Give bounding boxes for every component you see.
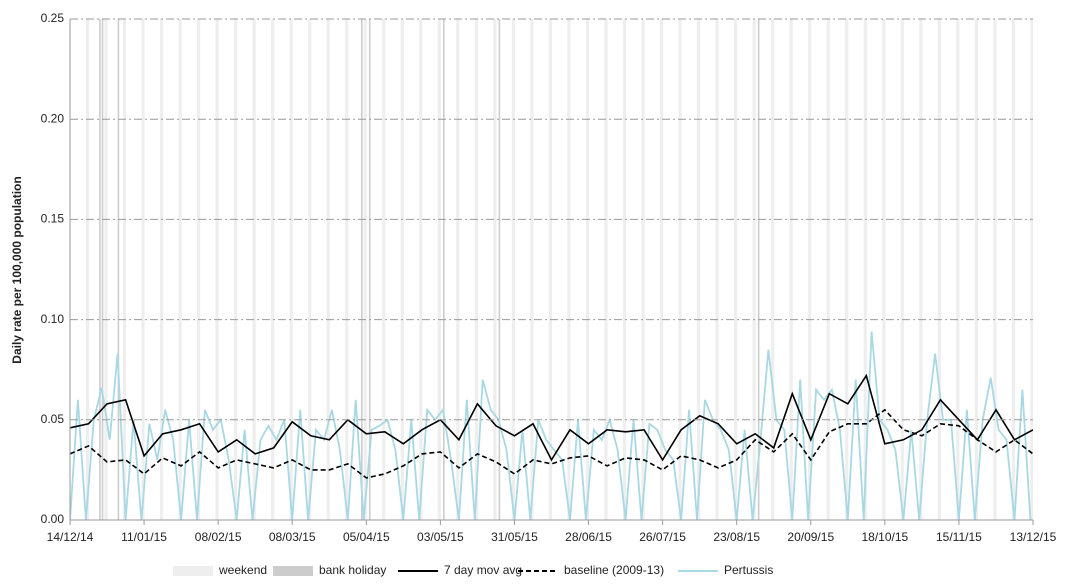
- x-tick-label: 14/12/14: [47, 530, 94, 544]
- weekend-band: [419, 19, 423, 520]
- x-tick-label: 31/05/15: [491, 530, 538, 544]
- weekend-band: [678, 19, 682, 520]
- weekend-band: [919, 19, 923, 520]
- holiday-band: [443, 19, 445, 520]
- x-tick-label: 18/10/15: [861, 530, 908, 544]
- series-line: [70, 331, 1032, 520]
- y-tick-label: 0.15: [41, 212, 65, 226]
- x-tick-label: 20/09/15: [787, 530, 834, 544]
- weekend-band: [622, 19, 627, 520]
- weekend-band: [900, 19, 904, 520]
- y-tick-label: 0.10: [41, 312, 65, 326]
- y-tick-label: 0.00: [41, 512, 65, 526]
- weekend-band: [826, 19, 830, 520]
- x-tick-label: 08/02/15: [195, 530, 242, 544]
- weekend-band: [493, 19, 497, 520]
- weekend-band: [289, 19, 293, 520]
- weekend-band: [437, 19, 441, 520]
- weekend-band: [85, 19, 90, 520]
- x-tick-label: 23/08/15: [713, 530, 760, 544]
- weekend-band: [882, 19, 886, 520]
- x-tick-label: 15/11/15: [936, 530, 982, 544]
- holiday-band: [498, 19, 501, 520]
- weekend-band: [659, 19, 664, 520]
- weekend-band: [734, 19, 738, 520]
- weekend-band: [1030, 19, 1033, 520]
- legend-label: Pertussis: [724, 563, 773, 577]
- weekend-band: [771, 19, 775, 520]
- weekend-band: [234, 19, 238, 520]
- legend-label: baseline (2009-13): [564, 563, 664, 577]
- weekend-band: [956, 19, 960, 520]
- weekend-band: [863, 19, 867, 520]
- weekend-band: [382, 19, 386, 520]
- weekend-band: [808, 19, 812, 520]
- weekend-band: [215, 19, 219, 520]
- weekend-band: [845, 19, 849, 520]
- weekend-band: [604, 19, 608, 520]
- weekend-band: [159, 19, 164, 520]
- x-tick-label: 08/03/15: [269, 530, 316, 544]
- weekend-band: [141, 19, 145, 520]
- weekend-band: [715, 19, 719, 520]
- y-tick-label: 0.25: [41, 11, 65, 25]
- weekend-band: [789, 19, 793, 520]
- series-line: [70, 408, 1033, 479]
- weekend-band: [993, 19, 997, 520]
- x-tick-label: 28/06/15: [565, 530, 612, 544]
- weekend-band: [196, 19, 201, 520]
- holiday-band: [117, 19, 120, 520]
- holiday-band: [757, 19, 760, 520]
- series-line: [70, 373, 1033, 462]
- legend-label: bank holiday: [319, 563, 386, 577]
- holiday-band: [361, 19, 363, 520]
- weekend-band: [974, 19, 978, 520]
- x-tick-label: 05/04/15: [343, 530, 390, 544]
- y-tick-label: 0.20: [41, 111, 65, 125]
- weekend-band: [104, 19, 108, 520]
- holiday-band: [368, 19, 371, 520]
- weekend-band: [697, 19, 701, 520]
- weekend-band: [326, 19, 330, 520]
- weekend-band: [271, 19, 275, 520]
- x-tick-label: 11/01/15: [121, 530, 167, 544]
- weekend-band: [400, 19, 404, 520]
- weekend-band: [252, 19, 256, 520]
- weekend-band: [122, 19, 127, 520]
- legend-label: weekend: [218, 563, 267, 577]
- weekend-band: [456, 19, 460, 520]
- weekend-band: [1011, 19, 1016, 520]
- weekend-band: [363, 19, 367, 520]
- x-tick-label: 26/07/15: [639, 530, 686, 544]
- weekend-band: [548, 19, 553, 520]
- legend-label: 7 day mov avg: [444, 563, 522, 577]
- weekend-band: [567, 19, 571, 520]
- weekend-band: [641, 19, 645, 520]
- weekend-band: [511, 19, 515, 520]
- weekend-band: [474, 19, 478, 520]
- y-tick-label: 0.05: [41, 412, 65, 426]
- x-tick-label: 03/05/15: [417, 530, 464, 544]
- holiday-band: [99, 19, 101, 520]
- weekend-band: [308, 19, 312, 520]
- holiday-band: [101, 19, 104, 520]
- weekend-band: [585, 19, 590, 520]
- weekend-band: [530, 19, 534, 520]
- weekend-band: [345, 19, 349, 520]
- y-axis-label: Daily rate per 100,000 population: [10, 176, 24, 363]
- weekend-band: [178, 19, 182, 520]
- weekend-band: [937, 19, 941, 520]
- weekend-band: [752, 19, 756, 520]
- legend-swatch: [273, 566, 313, 576]
- x-tick-label: 13/12/15: [1010, 530, 1057, 544]
- legend-swatch: [173, 566, 213, 576]
- plot-area: [70, 19, 1033, 520]
